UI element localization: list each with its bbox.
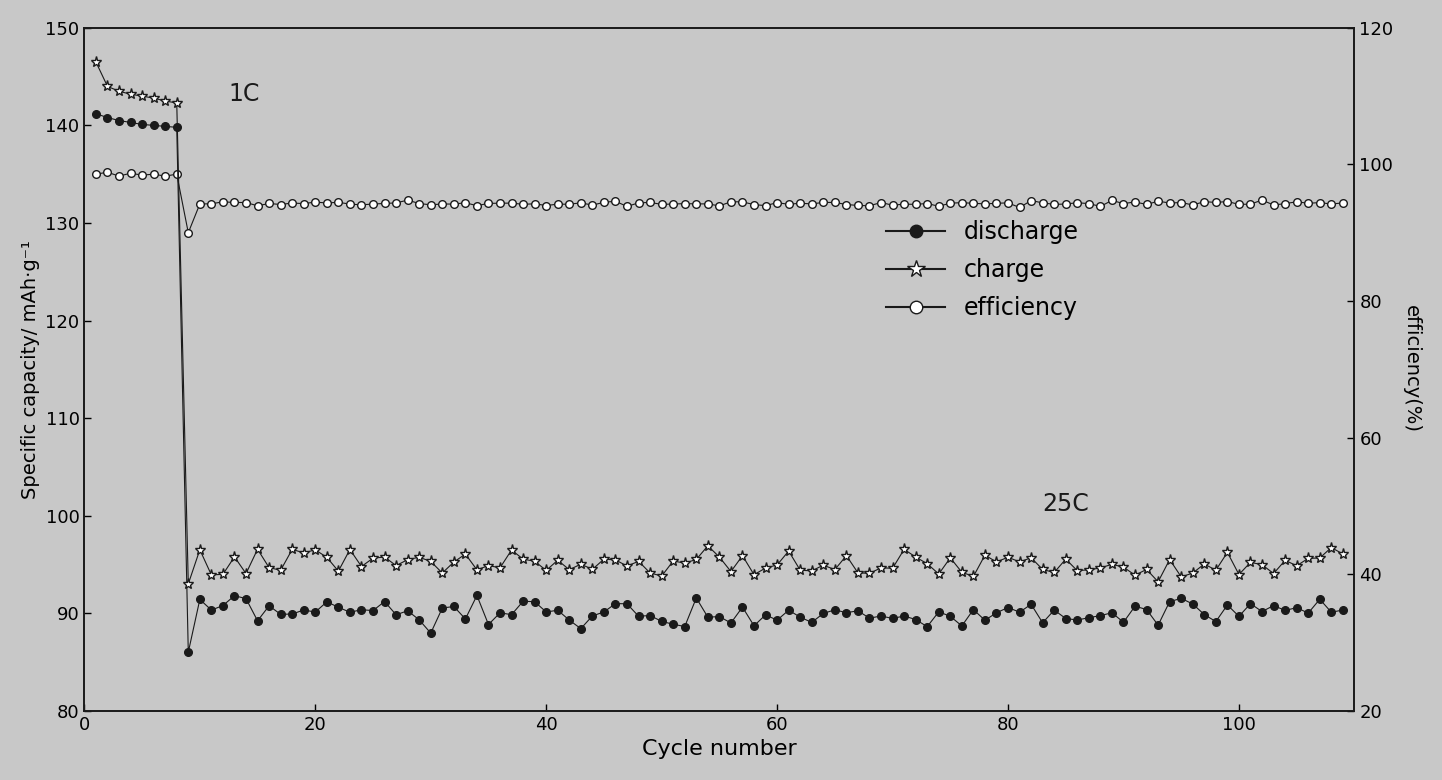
Y-axis label: efficiency(%): efficiency(%) — [1402, 305, 1422, 434]
Text: 1C: 1C — [229, 82, 260, 106]
Text: 25C: 25C — [1043, 491, 1089, 516]
Y-axis label: Specific capacity/ mAh·g⁻¹: Specific capacity/ mAh·g⁻¹ — [20, 240, 40, 498]
Legend: discharge, charge, efficiency: discharge, charge, efficiency — [877, 211, 1089, 330]
X-axis label: Cycle number: Cycle number — [642, 739, 797, 759]
